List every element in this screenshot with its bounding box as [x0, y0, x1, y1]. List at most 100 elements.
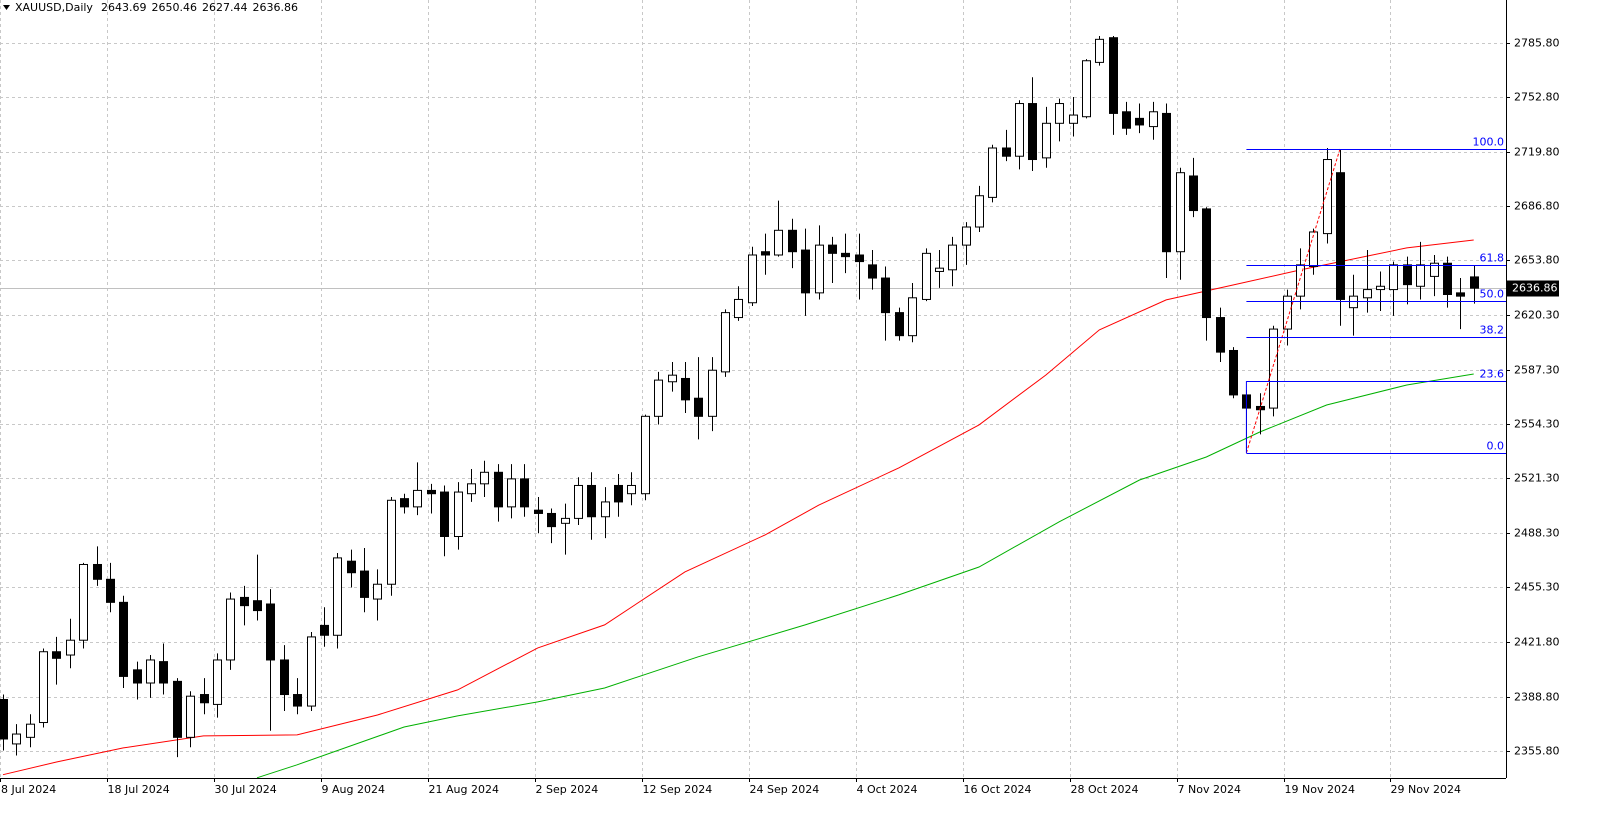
candle-body — [119, 601, 128, 677]
candle-body — [373, 583, 382, 600]
candle-body — [1176, 172, 1185, 253]
candle-body — [1283, 295, 1292, 330]
fib-level-label: 38.2 — [1480, 324, 1505, 337]
candle-body — [627, 484, 636, 495]
candle-body — [1269, 328, 1278, 409]
x-tick-label: 9 Aug 2024 — [322, 783, 385, 796]
grid — [0, 0, 1506, 778]
price-tag-label: 2636.86 — [1512, 282, 1558, 295]
candle-body — [173, 680, 182, 738]
candle-body — [52, 651, 61, 659]
candle-body — [39, 651, 48, 724]
candle-body — [1202, 208, 1211, 319]
y-tick-label: 2521.30 — [1514, 472, 1560, 485]
candle-body — [79, 563, 88, 641]
candle-body — [1028, 103, 1037, 161]
candle-body — [1216, 317, 1225, 353]
menu-arrow[interactable] — [3, 5, 10, 10]
y-tick-label: 2388.80 — [1514, 691, 1560, 704]
y-tick-label: 2719.80 — [1514, 146, 1560, 159]
symbol: XAUUSD,Daily — [15, 1, 93, 14]
candle-body — [520, 478, 529, 508]
candle-body — [307, 636, 316, 707]
candle-body — [1109, 37, 1118, 114]
candle-body — [1296, 264, 1305, 297]
candle-body — [1122, 111, 1131, 129]
header: XAUUSD,Daily 2643.69 2650.46 2627.44 2636.86 — [15, 1, 298, 14]
candle-body — [93, 563, 102, 580]
candle-body — [561, 517, 570, 524]
candle-body — [1389, 264, 1398, 291]
candle-body — [280, 659, 289, 696]
candle-body — [293, 694, 302, 707]
candle-body — [494, 471, 503, 508]
x-tick-label: 8 Jul 2024 — [1, 783, 56, 796]
candle-body — [186, 695, 195, 738]
candle-body — [1403, 264, 1412, 286]
candle-body — [12, 733, 21, 745]
candle-body — [1055, 103, 1064, 124]
candle-body — [895, 312, 904, 337]
candle-body — [801, 249, 810, 294]
y-tick-label: 2785.80 — [1514, 37, 1560, 50]
candle-body — [641, 415, 650, 495]
candle-body — [467, 483, 476, 495]
candle-body — [427, 489, 436, 495]
candle-body — [587, 484, 596, 518]
candle-body — [213, 659, 222, 705]
candle-body — [534, 509, 543, 514]
candle-body — [601, 501, 610, 518]
candle-body — [1162, 112, 1171, 253]
candle-body — [1149, 111, 1158, 128]
candle-body — [320, 624, 329, 636]
candle-body — [360, 570, 369, 598]
candle-body — [200, 694, 209, 704]
x-tick-label: 18 Jul 2024 — [108, 783, 170, 796]
candle-body — [440, 491, 449, 538]
candle-body — [841, 252, 850, 258]
candle-body — [908, 297, 917, 337]
y-tick-label: 2554.30 — [1514, 418, 1560, 431]
candle-body — [614, 484, 623, 503]
candle-body — [1002, 147, 1011, 157]
x-tick-label: 28 Oct 2024 — [1071, 783, 1139, 796]
candle-body — [1363, 289, 1372, 299]
candle-body — [266, 603, 275, 661]
fib-level-label: 0.0 — [1487, 440, 1505, 453]
candle-body — [106, 578, 115, 603]
fib-level-label: 61.8 — [1480, 252, 1505, 265]
x-tick-label: 19 Nov 2024 — [1285, 783, 1355, 796]
candle-body — [935, 267, 944, 272]
candle-body — [668, 374, 677, 383]
candle-body — [1416, 264, 1425, 287]
candle-body — [694, 397, 703, 417]
candle-body — [988, 147, 997, 198]
low-value: 2627.44 — [202, 1, 248, 14]
candle-body — [748, 254, 757, 304]
candle-body — [0, 698, 8, 740]
y-tick-label: 2587.30 — [1514, 364, 1560, 377]
candle-body — [922, 252, 931, 300]
candle-body — [347, 560, 356, 574]
candle-body — [400, 498, 409, 508]
candle-body — [868, 264, 877, 279]
candle-body — [146, 659, 155, 684]
x-tick-label: 2 Sep 2024 — [536, 783, 599, 796]
candle-body — [1430, 262, 1439, 277]
candle-body — [721, 312, 730, 373]
candle-body — [547, 512, 556, 528]
candle-body — [708, 369, 717, 417]
x-tick-label: 12 Sep 2024 — [643, 783, 713, 796]
x-tick-label: 29 Nov 2024 — [1391, 783, 1461, 796]
candle-body — [574, 484, 583, 519]
fib-level-label: 100.0 — [1473, 136, 1505, 149]
candle-body — [761, 251, 770, 256]
y-tick-label: 2421.80 — [1514, 636, 1560, 649]
candle-body — [774, 229, 783, 256]
open-value: 2643.69 — [101, 1, 147, 14]
candle-body — [1309, 231, 1318, 268]
candle-body — [1443, 262, 1452, 296]
candle-body — [1323, 159, 1332, 235]
candle-body — [681, 377, 690, 401]
y-tick-label: 2488.30 — [1514, 527, 1560, 540]
